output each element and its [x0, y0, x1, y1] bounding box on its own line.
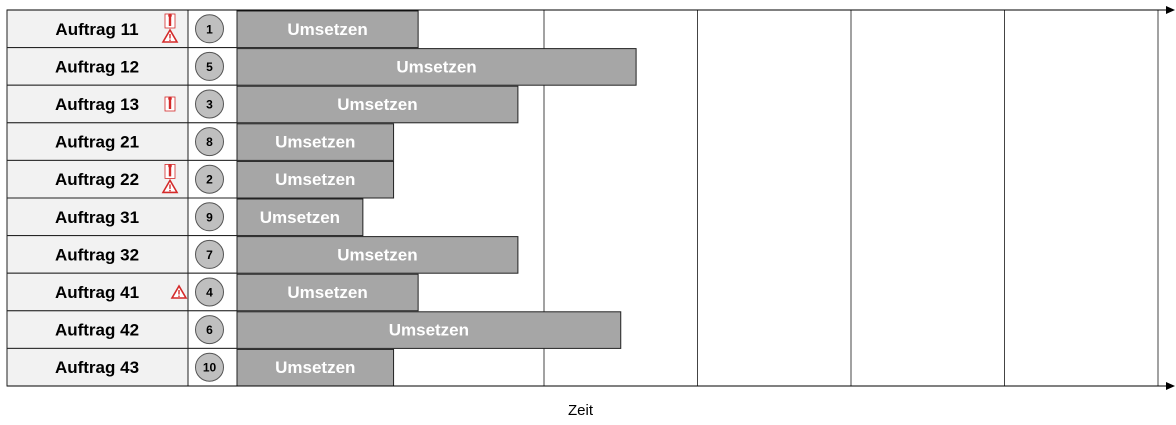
task-bar-label: Umsetzen — [275, 133, 355, 152]
task-bar — [236, 123, 395, 161]
top-axis-arrow — [1166, 6, 1175, 14]
priority-badge — [195, 239, 224, 269]
row-label-cell — [6, 272, 189, 312]
task-bar-label: Umsetzen — [389, 321, 469, 340]
warning-icon — [178, 295, 180, 298]
row-label-cell — [6, 9, 189, 49]
person-priority-icon — [168, 164, 172, 168]
priority-number: 10 — [203, 361, 217, 375]
priority-badge — [195, 315, 224, 345]
priority-badge — [195, 127, 224, 157]
task-bar-label: Umsetzen — [337, 245, 417, 264]
task-bar-label: Umsetzen — [337, 95, 417, 114]
row-label-cell — [6, 310, 189, 349]
task-bar — [236, 48, 637, 86]
time-axis-arrow — [1166, 382, 1175, 390]
priority-number: 8 — [206, 135, 213, 149]
priority-number: 9 — [206, 210, 213, 224]
row-label-cell — [6, 47, 189, 86]
priority-badge — [195, 51, 224, 81]
person-priority-icon — [168, 13, 172, 18]
priority-number: 2 — [206, 173, 213, 187]
task-bar-label: Umsetzen — [287, 20, 367, 39]
task-bar-label: Umsetzen — [275, 170, 355, 189]
task-bar — [236, 236, 519, 274]
priority-number: 3 — [206, 98, 213, 112]
warning-icon — [169, 39, 171, 41]
time-axis-label: Zeit — [567, 402, 593, 419]
row-label: Auftrag 42 — [55, 321, 139, 340]
task-bar — [236, 273, 419, 312]
row-label: Auftrag 22 — [55, 170, 139, 189]
task-bar — [236, 348, 395, 387]
priority-number: 5 — [206, 60, 213, 74]
task-bar-label: Umsetzen — [287, 283, 367, 302]
priority-number: 1 — [206, 22, 213, 36]
priority-badge — [195, 277, 224, 307]
priority-number: 7 — [206, 248, 213, 262]
priority-number: 6 — [206, 323, 213, 337]
priority-badge — [195, 164, 224, 194]
task-bar — [236, 10, 419, 49]
task-bar-label: Umsetzen — [396, 57, 476, 76]
row-label: Auftrag 12 — [55, 57, 139, 76]
task-bar-label: Umsetzen — [275, 358, 355, 377]
row-label: Auftrag 41 — [55, 283, 139, 302]
priority-badge — [195, 89, 224, 119]
row-label: Auftrag 21 — [55, 133, 139, 152]
row-label: Auftrag 11 — [55, 20, 138, 39]
task-bar — [236, 160, 395, 199]
priority-number: 4 — [206, 286, 213, 300]
task-bar-label: Umsetzen — [260, 208, 340, 227]
task-bar — [236, 85, 519, 124]
warning-icon — [169, 189, 171, 192]
row-label: Auftrag 43 — [55, 358, 139, 377]
priority-badge — [195, 202, 224, 232]
priority-badge — [195, 352, 224, 382]
row-label: Auftrag 31 — [55, 208, 139, 227]
priority-badge — [195, 14, 224, 44]
row-label: Auftrag 32 — [55, 245, 139, 264]
row-label: Auftrag 13 — [55, 95, 139, 114]
person-priority-icon — [168, 96, 172, 101]
task-bar — [236, 198, 364, 237]
task-bar — [236, 311, 622, 349]
row-label-cell — [6, 159, 189, 199]
